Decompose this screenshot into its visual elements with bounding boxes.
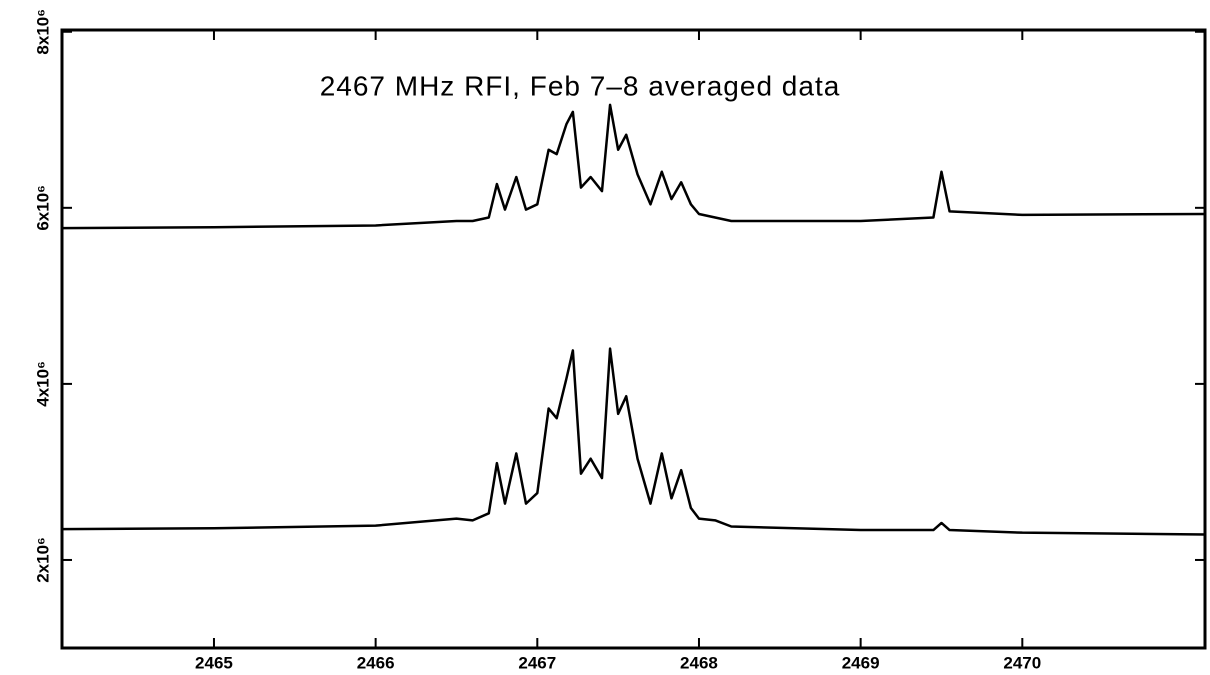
y-tick-label: 2x10⁶: [33, 537, 52, 583]
x-tick-label: 2465: [195, 653, 233, 672]
y-tick-label: 6x10⁶: [33, 185, 52, 231]
chart-title: 2467 MHz RFI, Feb 7–8 averaged data: [320, 70, 841, 101]
series-line: [61, 347, 1206, 536]
plot-frame: [60, 28, 1207, 650]
y-tick-label: 8x10⁶: [33, 9, 52, 55]
y-tick-label: 4x10⁶: [33, 361, 52, 407]
x-tick-label: 2466: [357, 653, 395, 672]
series-line: [61, 103, 1206, 230]
x-tick-label: 2467: [518, 653, 556, 672]
x-tick-label: 2468: [680, 653, 718, 672]
x-tick-label: 2469: [842, 653, 880, 672]
x-tick-label: 2470: [1003, 653, 1041, 672]
